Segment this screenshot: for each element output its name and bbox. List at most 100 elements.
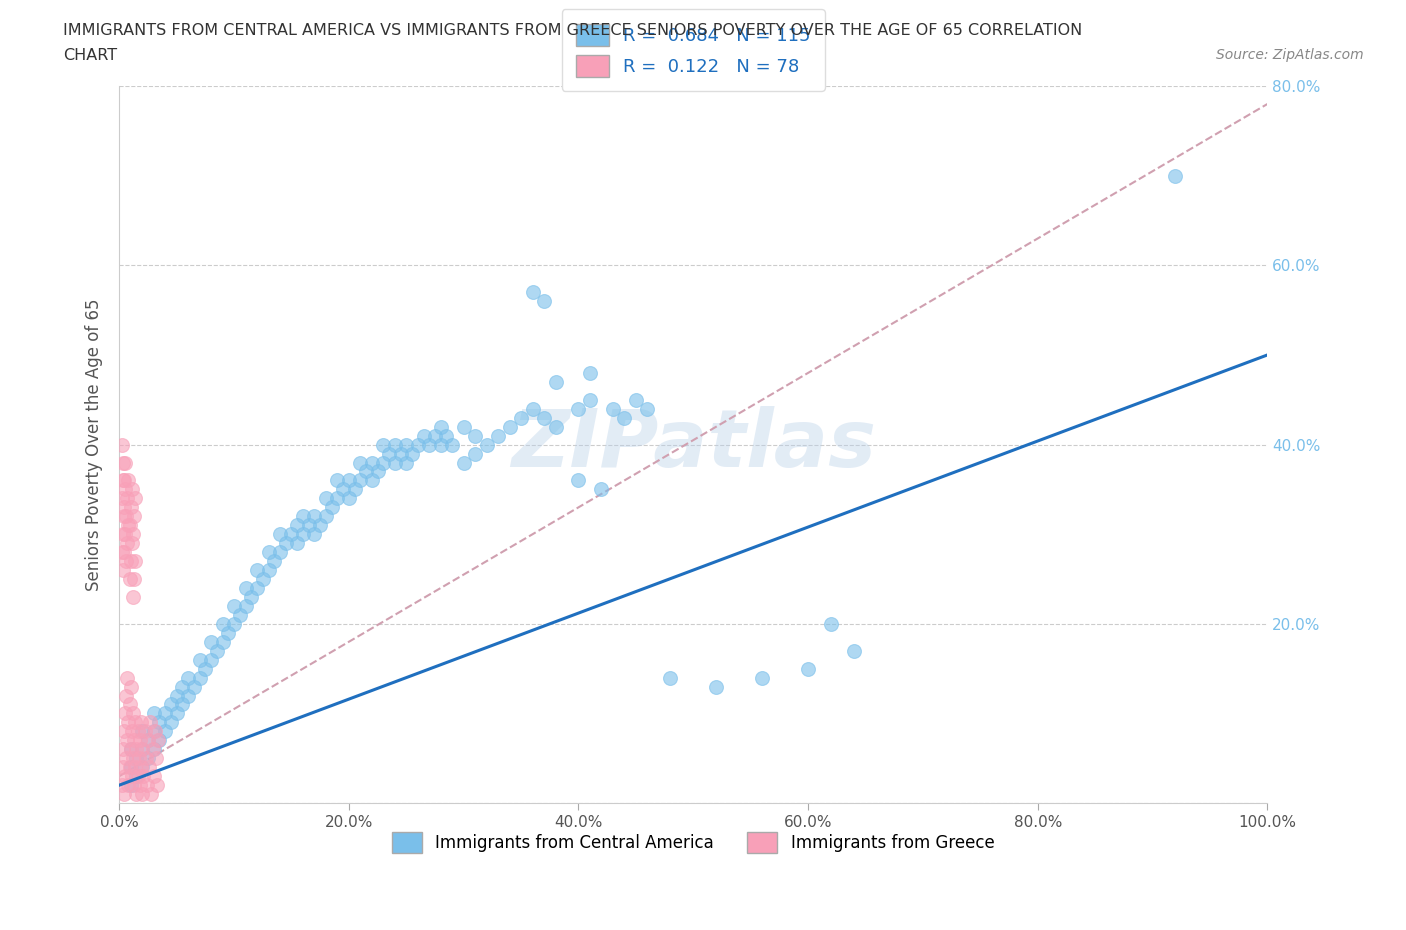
Point [269,526,291,541]
Point [115,509,138,524]
Point [120,760,142,775]
Point [205,644,228,658]
Point [194,661,217,676]
Point [418,437,440,452]
Point [211,634,233,649]
Point [120,742,142,757]
Point [544,375,567,390]
Point [395,437,418,452]
Point [659,671,682,685]
Point [122,590,145,604]
Point [1164,168,1187,183]
Point [118,698,141,712]
Point [135,777,157,792]
Point [110,491,132,506]
Point [153,724,176,738]
Text: Source: ZipAtlas.com: Source: ZipAtlas.com [1216,48,1364,62]
Point [429,437,451,452]
Y-axis label: Seniors Poverty Over the Age of 65: Seniors Poverty Over the Age of 65 [86,299,103,591]
Point [172,679,194,694]
Point [337,473,360,488]
Point [842,644,865,658]
Point [148,733,170,748]
Point [464,428,486,443]
Point [114,455,136,470]
Point [602,402,624,417]
Point [235,580,257,595]
Point [183,679,205,694]
Point [143,724,166,738]
Point [257,545,280,560]
Point [475,437,498,452]
Point [263,553,285,568]
Point [117,473,139,488]
Point [141,787,163,802]
Point [142,724,165,738]
Point [112,724,135,738]
Point [257,563,280,578]
Point [309,518,332,533]
Point [510,410,533,425]
Point [124,715,146,730]
Point [222,599,245,614]
Point [148,733,170,748]
Point [110,437,132,452]
Point [704,679,727,694]
Point [486,428,509,443]
Text: ZIPatlas: ZIPatlas [510,405,876,484]
Point [533,294,555,309]
Point [166,688,188,703]
Point [120,777,142,792]
Point [579,392,602,407]
Point [453,419,475,434]
Point [153,706,176,721]
Point [110,777,132,792]
Point [367,464,389,479]
Point [114,526,136,541]
Point [139,715,162,730]
Point [464,446,486,461]
Point [117,491,139,506]
Point [124,553,146,568]
Point [131,760,153,775]
Point [229,607,252,622]
Point [166,706,188,721]
Point [131,742,153,757]
Point [291,526,314,541]
Point [131,787,153,802]
Point [122,733,145,748]
Point [125,769,148,784]
Point [544,419,567,434]
Point [315,491,337,506]
Point [122,526,145,541]
Point [121,724,143,738]
Point [436,428,458,443]
Point [160,698,183,712]
Point [337,491,360,506]
Point [136,751,159,765]
Point [522,285,544,299]
Point [136,733,159,748]
Point [188,671,211,685]
Point [160,715,183,730]
Point [172,698,194,712]
Point [246,563,269,578]
Point [118,760,141,775]
Point [269,545,291,560]
Point [240,590,263,604]
Point [118,572,141,587]
Point [129,760,152,775]
Point [112,500,135,515]
Point [177,688,200,703]
Point [384,455,406,470]
Point [591,482,613,497]
Point [136,733,159,748]
Point [533,410,555,425]
Point [121,482,143,497]
Point [111,526,134,541]
Point [423,428,446,443]
Point [613,410,636,425]
Point [112,473,135,488]
Point [751,671,773,685]
Point [304,509,326,524]
